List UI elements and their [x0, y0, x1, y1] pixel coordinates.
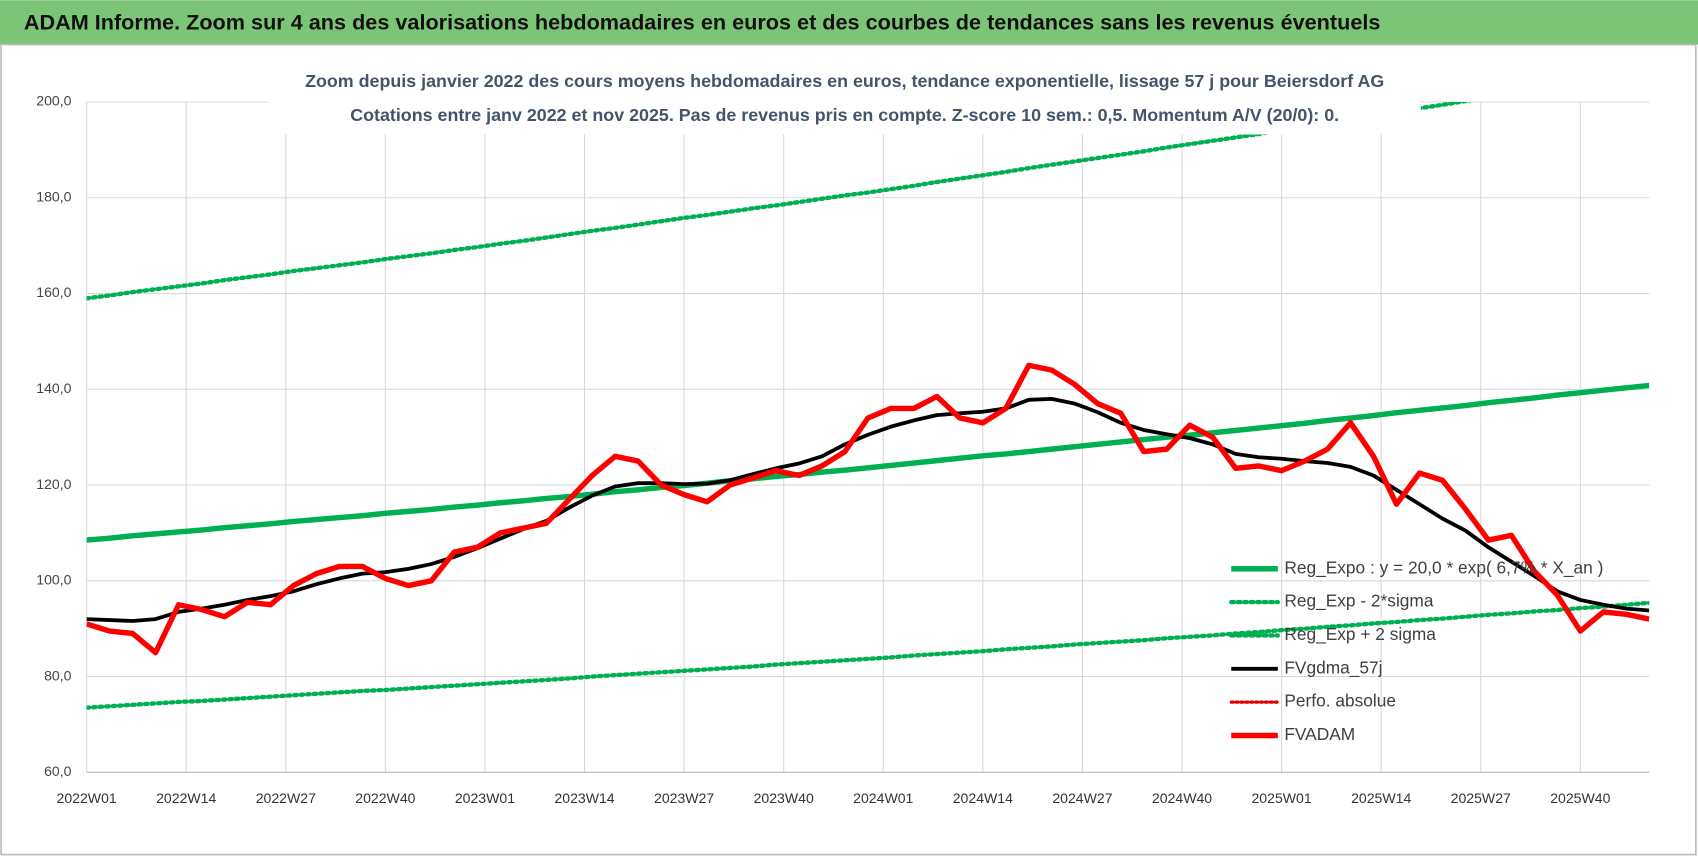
series-line [86, 600, 1650, 710]
subtitle: Cotations entre janv 2022 et nov 2025. P… [350, 105, 1339, 125]
y-tick-label: 120,0 [36, 476, 71, 492]
legend-label: Perfo. absolue [1284, 691, 1396, 711]
y-tick-label: 140,0 [36, 380, 71, 396]
legend-label: Reg_Expo : y = 20,0 * exp( 6,7% * X_an ) [1284, 557, 1603, 577]
subtitle-box [268, 63, 1421, 135]
x-tick-label: 2025W27 [1451, 790, 1511, 806]
y-tick-label: 200,0 [36, 93, 71, 109]
x-tick-label: 2024W14 [953, 790, 1013, 806]
x-tick-label: 2024W01 [853, 790, 913, 806]
x-tick-label: 2023W01 [455, 790, 515, 806]
x-tick-label: 2025W14 [1351, 790, 1411, 806]
frame [0, 43, 1697, 856]
legend-label: FVgdma_57j [1284, 657, 1382, 677]
chart-title: ADAM Informe. Zoom sur 4 ans des valoris… [24, 10, 1381, 35]
x-tick-label: 2023W40 [754, 790, 814, 806]
x-tick-label: 2025W40 [1550, 790, 1610, 806]
legend-label: Reg_Exp - 2*sigma [1284, 591, 1434, 611]
series-line [86, 362, 1650, 656]
x-tick-label: 2025W01 [1251, 790, 1311, 806]
y-tick-label: 180,0 [36, 188, 71, 204]
series-line [86, 382, 1650, 543]
y-tick-label: 100,0 [36, 572, 71, 588]
x-tick-label: 2022W14 [156, 790, 216, 806]
x-tick-label: 2024W40 [1152, 790, 1212, 806]
x-tick-label: 2022W01 [57, 790, 117, 806]
x-tick-label: 2023W14 [554, 790, 614, 806]
x-tick-label: 2023W27 [654, 790, 714, 806]
legend-label: FVADAM [1284, 724, 1355, 744]
x-tick-label: 2024W27 [1052, 790, 1112, 806]
y-tick-label: 80,0 [44, 667, 72, 683]
title-bar [0, 0, 1698, 45]
y-tick-label: 60,0 [44, 763, 72, 779]
subtitle: Zoom depuis janvier 2022 des cours moyen… [305, 71, 1384, 91]
x-tick-label: 2022W27 [256, 790, 316, 806]
legend-label: Reg_Exp + 2 sigma [1284, 624, 1436, 644]
x-tick-label: 2022W40 [355, 790, 415, 806]
y-tick-label: 160,0 [36, 284, 71, 300]
